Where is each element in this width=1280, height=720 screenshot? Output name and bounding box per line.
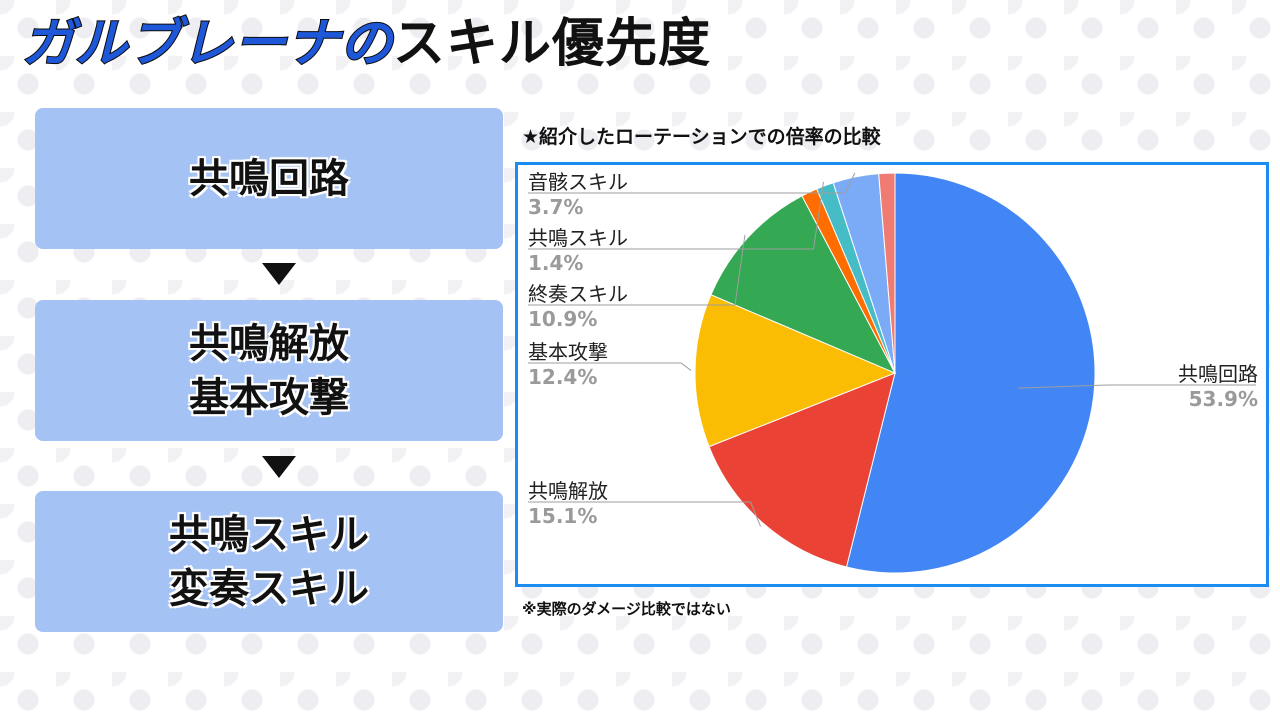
- slice-label-1: 共鳴回路: [1178, 362, 1258, 386]
- leader-line-6: [528, 181, 824, 250]
- slice-value-7: 3.7%: [528, 195, 583, 219]
- priority-step-2-line-2: 基本攻撃: [189, 374, 349, 421]
- slice-value-1: 53.9%: [1189, 387, 1258, 411]
- footnote: ※実際のダメージ比較ではない: [522, 600, 731, 618]
- slice-label-7: 音骸スキル: [528, 170, 628, 194]
- title-accent: ガルブレーナの: [21, 14, 394, 74]
- leader-line-4: [528, 234, 746, 306]
- slice-value-4: 10.9%: [528, 307, 597, 331]
- slice-label-2: 共鳴解放: [528, 479, 608, 503]
- priority-step-1-line-1: 共鳴回路: [189, 155, 349, 202]
- leader-line-7: [528, 172, 856, 194]
- slice-value-6: 1.4%: [528, 251, 583, 275]
- down-triangle-icon: [262, 263, 296, 285]
- priority-step-2-line-1: 共鳴解放: [189, 320, 349, 367]
- slice-value-3: 12.4%: [528, 365, 597, 389]
- priority-step-3: 共鳴スキル 変奏スキル: [35, 491, 503, 632]
- page-title: ガルブレーナのスキル優先度: [21, 17, 711, 71]
- title-main: スキル優先度: [393, 14, 712, 74]
- pie-slice-8: [878, 172, 896, 374]
- down-triangle-icon: [262, 456, 296, 478]
- leader-line-2: [528, 501, 762, 527]
- slice-label-6: 共鳴スキル: [528, 226, 628, 250]
- slice-label-4: 終奏スキル: [528, 282, 628, 306]
- priority-step-3-line-1: 共鳴スキル: [169, 511, 369, 558]
- chart-frame: 共鳴回路 53.9% 共鳴解放 15.1% 基本攻撃 12.4% 終奏スキル 10.9% 共鳴ス…: [515, 162, 1269, 587]
- priority-step-2: 共鳴解放 基本攻撃: [35, 300, 503, 441]
- pie-slice-2: [708, 372, 896, 568]
- leader-line-3: [528, 362, 692, 371]
- priority-step-1: 共鳴回路: [35, 108, 503, 249]
- pie-slice-1: [845, 172, 1096, 574]
- pie-slice-4: [710, 195, 897, 375]
- priority-step-3-line-2: 変奏スキル: [169, 565, 369, 612]
- slice-label-3: 基本攻撃: [528, 340, 608, 364]
- slice-value-2: 15.1%: [528, 504, 597, 528]
- chart-heading: ★紹介したローテーションでの倍率の比較: [522, 126, 881, 148]
- leader-line-1: [1018, 384, 1256, 389]
